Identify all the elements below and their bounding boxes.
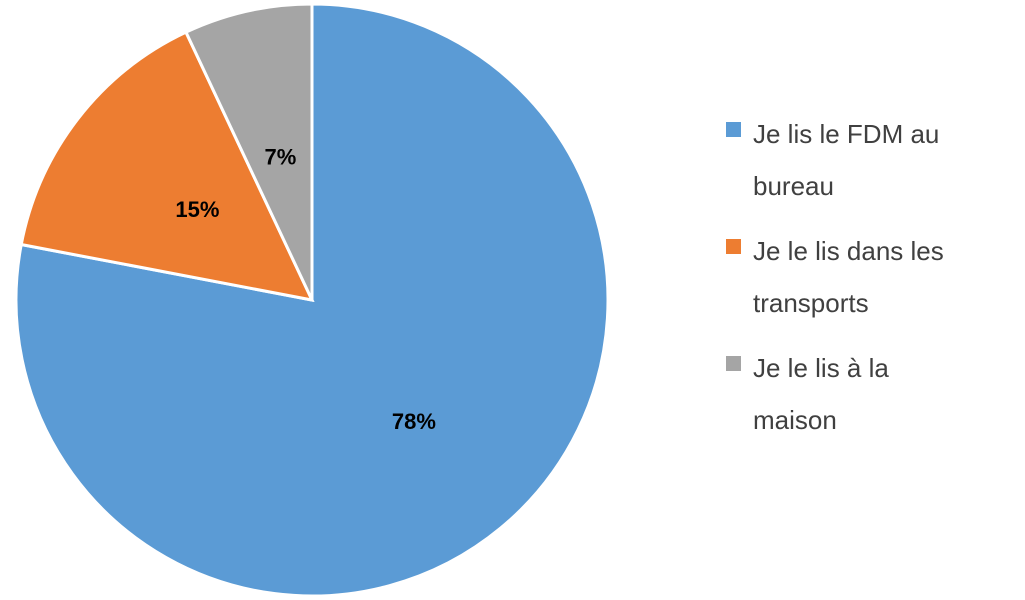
legend-entry: Je le lis dans les transports	[726, 225, 958, 329]
legend-swatch	[726, 122, 741, 137]
pie-slice	[183, 2, 314, 301]
legend-swatch	[726, 239, 741, 254]
legend-entry: Je lis le FDM au bureau	[726, 108, 958, 212]
legend-label: Je le lis à la maison	[753, 353, 889, 435]
pie-slice	[14, 2, 610, 598]
legend-label: Je lis le FDM au bureau	[753, 119, 940, 201]
data-label: 7%	[264, 144, 296, 169]
data-label: 78%	[392, 409, 436, 434]
pie-slice	[19, 30, 315, 303]
legend-swatch	[726, 356, 741, 371]
legend-entry: Je le lis à la maison	[726, 342, 958, 446]
data-label: 15%	[175, 197, 219, 222]
legend-label: Je le lis dans les transports	[753, 236, 944, 318]
